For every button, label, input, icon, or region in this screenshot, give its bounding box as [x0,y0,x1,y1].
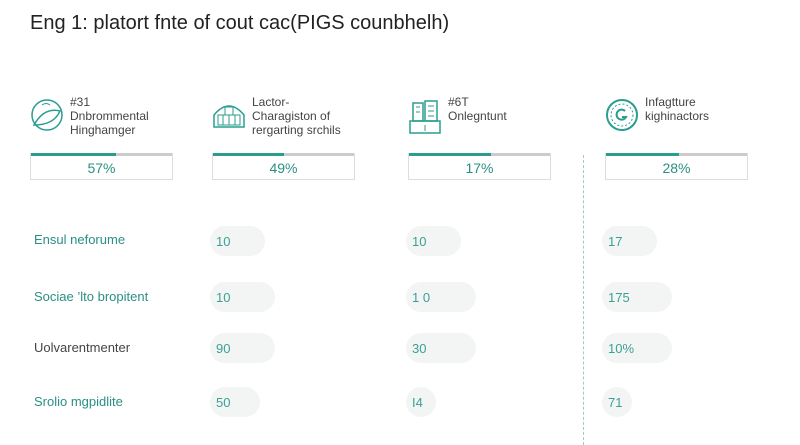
progress-box: 17% [408,153,551,180]
card-heading: #31 Dnbrommental Hinghamger [70,95,149,137]
value-pill: 10% [602,333,672,363]
leaf-globe-icon [31,99,63,131]
gauge-circle-icon [606,99,638,131]
value-pill: 1 0 [406,282,476,312]
dotted-divider [583,155,584,445]
card-heading: #6T Onlegntunt [448,95,507,123]
city-buildings-icon [409,100,441,134]
row-label: Ensul neforume [34,232,126,247]
card-heading: Infagtture kighinactors [645,95,710,123]
value-pill: 10 [406,226,461,256]
value-pill: 175 [602,282,672,312]
progress-box: 49% [212,153,355,180]
row-label: Srolio mgpidlite [34,394,123,409]
progress-box: 57% [30,153,173,180]
value-pill: 30 [406,333,476,363]
progress-box: 28% [605,153,748,180]
row-label: Sociae ’lto bropitent [34,289,149,304]
page-title: Eng 1: platort fnte of cout cac(PIGS cou… [30,12,450,34]
value-pill: 10 [210,282,275,312]
value-pill: 50 [210,387,260,417]
row-label: Uolvarentmenter [34,340,131,355]
value-pill: 10 [210,226,265,256]
value-pill: I4 [406,387,436,417]
value-pill: 71 [602,387,632,417]
card-heading: Lactor- Charagiston of rergarting srchils [252,95,341,137]
value-pill: 90 [210,333,275,363]
value-pill: 17 [602,226,657,256]
building-dome-icon [213,105,245,128]
